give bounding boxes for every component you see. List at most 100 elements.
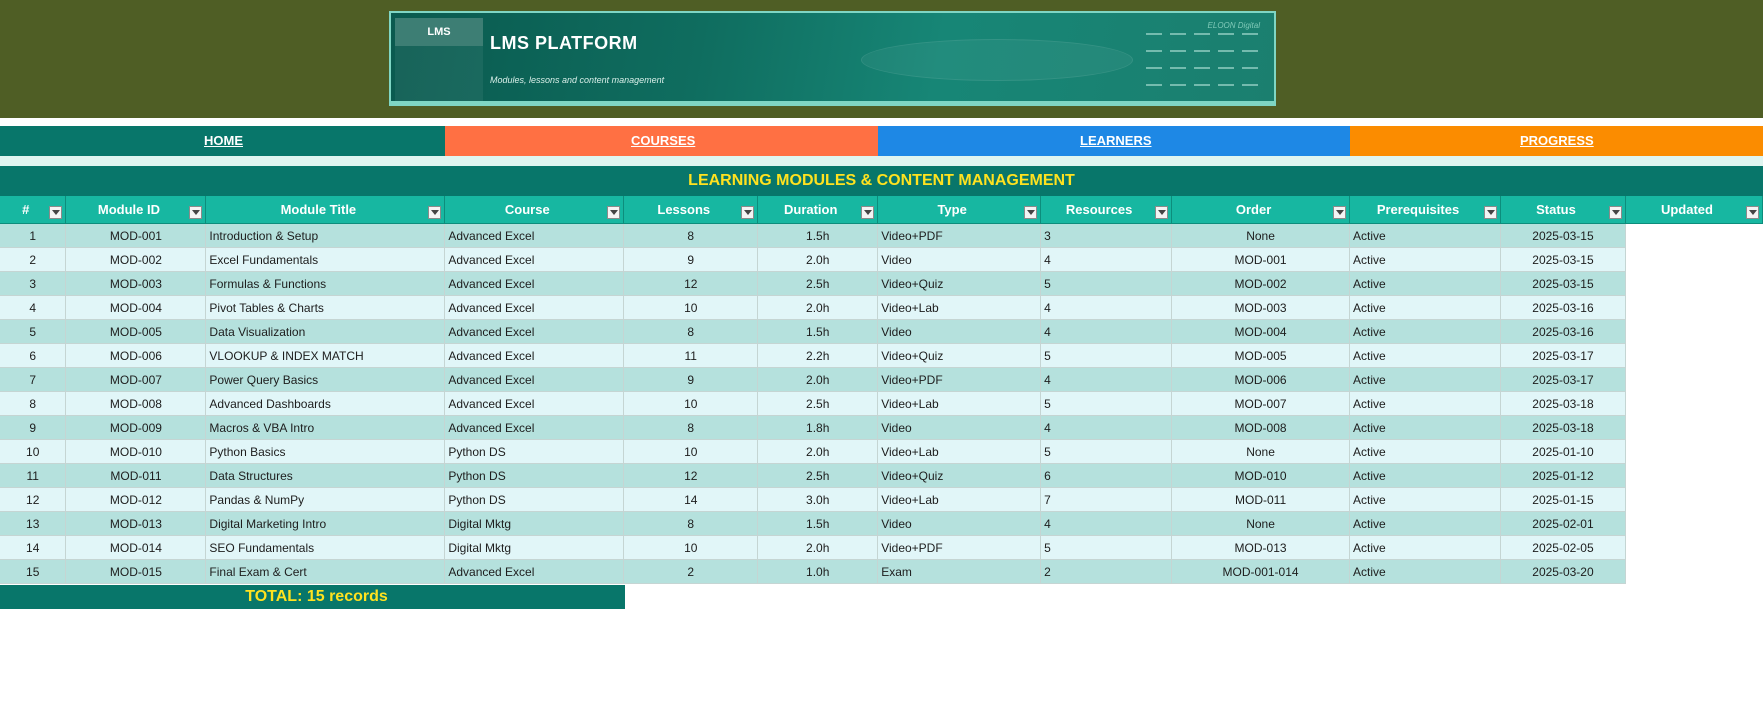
cell-course[interactable]: Python DS bbox=[444, 487, 625, 512]
cell-duration[interactable]: 1.5h bbox=[757, 511, 879, 536]
table-row[interactable]: 13 MOD-013 Digital Marketing Intro Digital … bbox=[0, 511, 1763, 536]
filter-dropdown-icon[interactable] bbox=[1746, 206, 1759, 219]
filter-dropdown-icon[interactable] bbox=[1483, 206, 1497, 219]
cell-prerequisites[interactable]: Active bbox=[1349, 487, 1501, 512]
cell-course[interactable]: Advanced Excel bbox=[444, 319, 625, 344]
cell-module-id[interactable]: MOD-005 bbox=[65, 319, 207, 344]
cell-row-number[interactable]: 3 bbox=[0, 271, 67, 296]
cell-lessons[interactable]: 2 bbox=[623, 559, 759, 584]
filter-dropdown-icon[interactable] bbox=[428, 206, 442, 219]
cell-course[interactable]: Advanced Excel bbox=[444, 343, 625, 368]
cell-module-id[interactable]: MOD-010 bbox=[65, 439, 207, 464]
cell-duration[interactable]: 1.5h bbox=[757, 223, 879, 248]
cell-type[interactable]: Video+Lab bbox=[877, 439, 1042, 464]
cell-duration[interactable]: 2.0h bbox=[757, 247, 879, 272]
cell-order[interactable]: MOD-010 bbox=[1171, 463, 1351, 488]
table-row[interactable]: 8 MOD-008 Advanced Dashboards Advanced Exce… bbox=[0, 391, 1763, 416]
cell-row-number[interactable]: 4 bbox=[0, 295, 67, 320]
cell-module-id[interactable]: MOD-013 bbox=[65, 511, 207, 536]
table-row[interactable]: 5 MOD-005 Data Visualization Advanced Excel… bbox=[0, 319, 1763, 344]
table-row[interactable]: 2 MOD-002 Excel Fundamentals Advanced Excel… bbox=[0, 247, 1763, 272]
cell-prerequisites[interactable]: Active bbox=[1349, 463, 1501, 488]
cell-module-id[interactable]: MOD-008 bbox=[65, 391, 207, 416]
cell-type[interactable]: Video bbox=[877, 511, 1042, 536]
cell-row-number[interactable]: 11 bbox=[0, 463, 67, 488]
cell-duration[interactable]: 2.0h bbox=[757, 295, 879, 320]
cell-course[interactable]: Advanced Excel bbox=[444, 271, 625, 296]
cell-course[interactable]: Digital Mktg bbox=[444, 535, 625, 560]
cell-resources[interactable]: 5 bbox=[1040, 391, 1173, 416]
cell-status[interactable]: 2025-03-17 bbox=[1500, 367, 1626, 392]
cell-duration[interactable]: 2.2h bbox=[757, 343, 879, 368]
cell-duration[interactable]: 1.8h bbox=[757, 415, 879, 440]
cell-prerequisites[interactable]: Active bbox=[1349, 415, 1501, 440]
cell-status[interactable]: 2025-03-15 bbox=[1500, 247, 1626, 272]
cell-type[interactable]: Video+PDF bbox=[877, 535, 1042, 560]
cell-prerequisites[interactable]: Active bbox=[1349, 223, 1501, 248]
cell-row-number[interactable]: 1 bbox=[0, 223, 67, 248]
cell-prerequisites[interactable]: Active bbox=[1349, 511, 1501, 536]
cell-resources[interactable]: 4 bbox=[1040, 415, 1173, 440]
cell-status[interactable]: 2025-01-10 bbox=[1500, 439, 1626, 464]
cell-type[interactable]: Video+Quiz bbox=[877, 271, 1042, 296]
cell-row-number[interactable]: 13 bbox=[0, 511, 67, 536]
filter-dropdown-icon[interactable] bbox=[741, 206, 755, 219]
cell-course[interactable]: Python DS bbox=[444, 463, 625, 488]
cell-resources[interactable]: 4 bbox=[1040, 511, 1173, 536]
cell-status[interactable]: 2025-03-20 bbox=[1500, 559, 1626, 584]
cell-status[interactable]: 2025-03-18 bbox=[1500, 415, 1626, 440]
table-row[interactable]: 12 MOD-012 Pandas & NumPy Python DS 14 3.0h Vi… bbox=[0, 487, 1763, 512]
filter-dropdown-icon[interactable] bbox=[1608, 206, 1622, 219]
cell-lessons[interactable]: 10 bbox=[623, 439, 759, 464]
cell-module-title[interactable]: Formulas & Functions bbox=[205, 271, 446, 296]
cell-lessons[interactable]: 8 bbox=[623, 223, 759, 248]
cell-order[interactable]: MOD-007 bbox=[1171, 391, 1351, 416]
cell-status[interactable]: 2025-03-17 bbox=[1500, 343, 1626, 368]
cell-resources[interactable]: 2 bbox=[1040, 559, 1173, 584]
cell-duration[interactable]: 2.0h bbox=[757, 535, 879, 560]
cell-lessons[interactable]: 8 bbox=[623, 415, 759, 440]
cell-type[interactable]: Video+Quiz bbox=[877, 343, 1042, 368]
cell-duration[interactable]: 1.5h bbox=[757, 319, 879, 344]
cell-lessons[interactable]: 10 bbox=[623, 295, 759, 320]
nav-link-learners[interactable]: LEARNERS bbox=[1080, 133, 1152, 148]
cell-duration[interactable]: 2.5h bbox=[757, 271, 879, 296]
cell-type[interactable]: Video+Lab bbox=[877, 487, 1042, 512]
cell-module-id[interactable]: MOD-009 bbox=[65, 415, 207, 440]
cell-module-title[interactable]: Introduction & Setup bbox=[205, 223, 446, 248]
cell-lessons[interactable]: 9 bbox=[623, 367, 759, 392]
cell-order[interactable]: None bbox=[1171, 223, 1351, 248]
cell-module-id[interactable]: MOD-012 bbox=[65, 487, 207, 512]
cell-row-number[interactable]: 5 bbox=[0, 319, 67, 344]
cell-course[interactable]: Advanced Excel bbox=[444, 295, 625, 320]
cell-prerequisites[interactable]: Active bbox=[1349, 247, 1501, 272]
cell-order[interactable]: MOD-006 bbox=[1171, 367, 1351, 392]
cell-resources[interactable]: 4 bbox=[1040, 247, 1173, 272]
cell-module-title[interactable]: Pivot Tables & Charts bbox=[205, 295, 446, 320]
cell-row-number[interactable]: 12 bbox=[0, 487, 67, 512]
cell-type[interactable]: Video bbox=[877, 319, 1042, 344]
cell-order[interactable]: MOD-011 bbox=[1171, 487, 1351, 512]
cell-resources[interactable]: 7 bbox=[1040, 487, 1173, 512]
cell-module-id[interactable]: MOD-001 bbox=[65, 223, 207, 248]
cell-resources[interactable]: 3 bbox=[1040, 223, 1173, 248]
cell-module-title[interactable]: Python Basics bbox=[205, 439, 446, 464]
filter-dropdown-icon[interactable] bbox=[189, 206, 203, 219]
cell-course[interactable]: Python DS bbox=[444, 439, 625, 464]
cell-module-title[interactable]: Final Exam & Cert bbox=[205, 559, 446, 584]
table-row[interactable]: 6 MOD-006 VLOOKUP & INDEX MATCH Advanced Ex… bbox=[0, 343, 1763, 368]
cell-prerequisites[interactable]: Active bbox=[1349, 271, 1501, 296]
cell-order[interactable]: MOD-004 bbox=[1171, 319, 1351, 344]
cell-status[interactable]: 2025-03-18 bbox=[1500, 391, 1626, 416]
nav-link-progress[interactable]: PROGRESS bbox=[1520, 133, 1594, 148]
cell-lessons[interactable]: 12 bbox=[623, 463, 759, 488]
cell-status[interactable]: 2025-02-01 bbox=[1500, 511, 1626, 536]
cell-module-id[interactable]: MOD-011 bbox=[65, 463, 207, 488]
table-row[interactable]: 4 MOD-004 Pivot Tables & Charts Advanced Ex… bbox=[0, 295, 1763, 320]
cell-lessons[interactable]: 8 bbox=[623, 319, 759, 344]
cell-module-title[interactable]: Excel Fundamentals bbox=[205, 247, 446, 272]
cell-type[interactable]: Video+PDF bbox=[877, 223, 1042, 248]
cell-type[interactable]: Exam bbox=[877, 559, 1042, 584]
cell-order[interactable]: MOD-013 bbox=[1171, 535, 1351, 560]
table-row[interactable]: 10 MOD-010 Python Basics Python DS 10 2.0h Vid… bbox=[0, 439, 1763, 464]
